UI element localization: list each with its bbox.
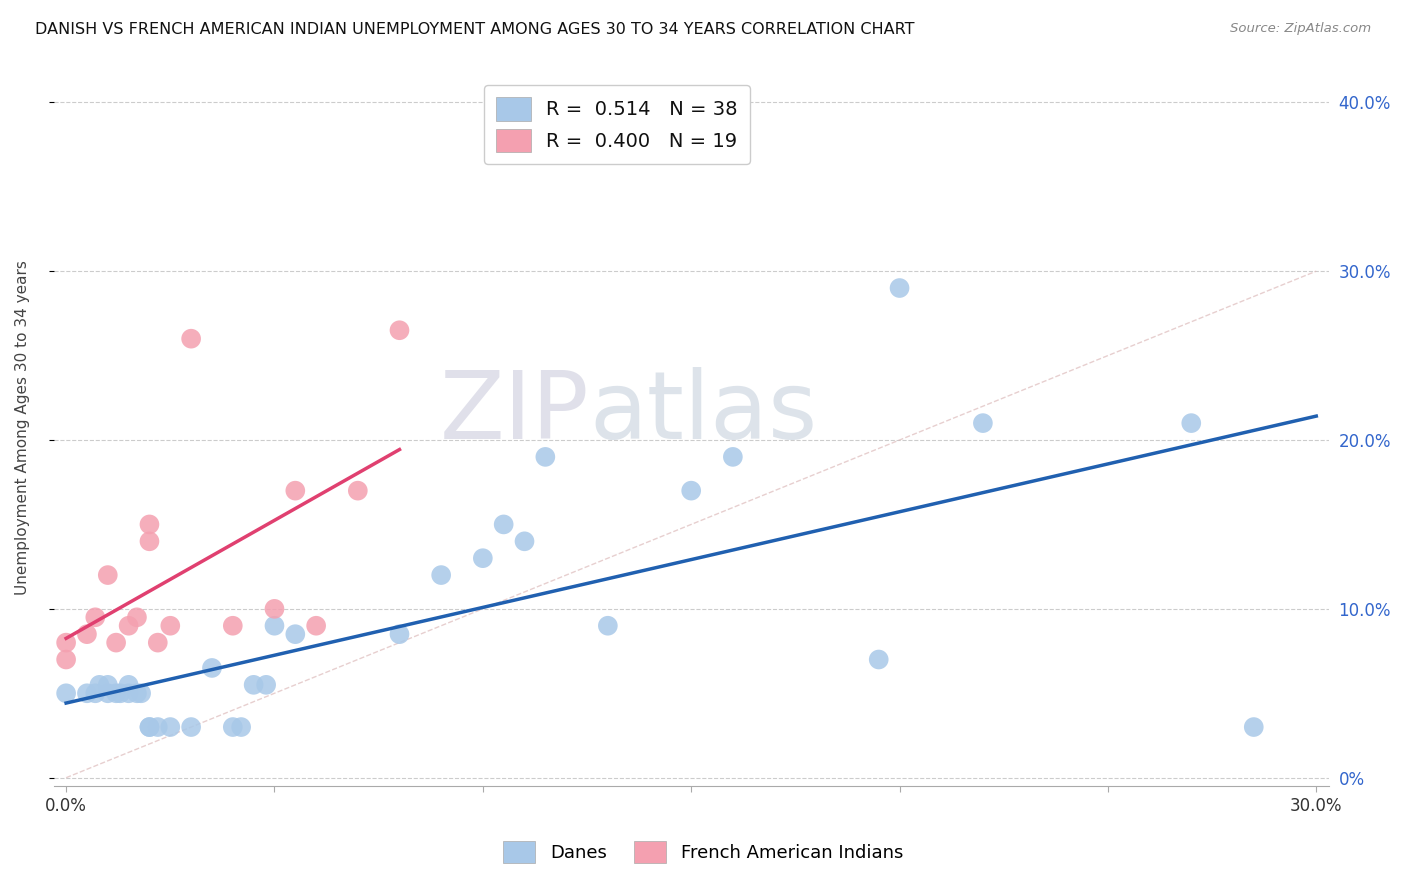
Point (129, 686, 152, 700)
Point (471, 551, 494, 566)
Legend: Danes, French American Indians: Danes, French American Indians (492, 830, 914, 874)
Point (972, 416, 994, 430)
Point (201, 661, 224, 675)
Point (159, 618, 181, 632)
Point (55, 686, 77, 700)
Point (110, 686, 132, 700)
Point (513, 534, 536, 549)
Point (388, 627, 411, 641)
Point (138, 517, 160, 532)
Point (138, 720, 160, 734)
Point (89, 678, 111, 692)
Text: DANISH VS FRENCH AMERICAN INDIAN UNEMPLOYMENT AMONG AGES 30 TO 34 YEARS CORRELAT: DANISH VS FRENCH AMERICAN INDIAN UNEMPLO… (35, 22, 915, 37)
Point (596, 618, 619, 632)
Point (346, 483, 368, 498)
Point (84, 686, 107, 700)
Point (180, 332, 202, 346)
Point (492, 517, 515, 532)
Point (55, 652, 77, 666)
Point (681, 483, 703, 498)
Point (125, 686, 148, 700)
Point (263, 602, 285, 616)
Point (430, 568, 453, 582)
Point (138, 534, 160, 549)
Point (97, 686, 120, 700)
Y-axis label: Unemployment Among Ages 30 to 34 years: Unemployment Among Ages 30 to 34 years (15, 260, 30, 595)
Point (721, 450, 744, 464)
Point (84, 610, 107, 624)
Point (76, 686, 98, 700)
Point (284, 483, 307, 498)
Point (138, 720, 160, 734)
Point (222, 618, 245, 632)
Point (105, 686, 128, 700)
Point (231, 720, 253, 734)
Point (97, 678, 120, 692)
Text: Source: ZipAtlas.com: Source: ZipAtlas.com (1230, 22, 1371, 36)
Text: ZIP: ZIP (440, 367, 589, 459)
Point (242, 678, 264, 692)
Point (117, 686, 139, 700)
Point (284, 627, 307, 641)
Point (180, 720, 202, 734)
Point (388, 323, 411, 337)
Point (254, 678, 277, 692)
Point (117, 618, 139, 632)
Point (889, 281, 911, 295)
Point (146, 720, 169, 734)
Point (55, 635, 77, 649)
Point (263, 618, 285, 632)
Point (222, 720, 245, 734)
Legend: R =  0.514   N = 38, R =  0.400   N = 19: R = 0.514 N = 38, R = 0.400 N = 19 (484, 86, 749, 164)
Point (117, 678, 139, 692)
Point (868, 652, 890, 666)
Point (76, 627, 98, 641)
Point (159, 720, 181, 734)
Point (146, 635, 169, 649)
Point (97, 568, 120, 582)
Text: atlas: atlas (589, 367, 817, 459)
Point (534, 450, 557, 464)
Point (1243, 720, 1265, 734)
Point (125, 610, 148, 624)
Point (105, 635, 128, 649)
Point (305, 618, 328, 632)
Point (1180, 416, 1202, 430)
